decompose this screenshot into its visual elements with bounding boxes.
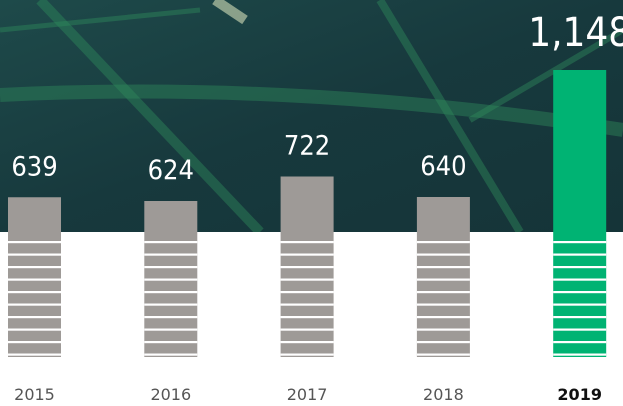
bar [417, 197, 470, 357]
bar-stripe [417, 279, 470, 281]
bar-stripe [8, 291, 61, 293]
bar-stripe [8, 329, 61, 331]
bar-stripe [553, 316, 606, 318]
bar-stripe [281, 316, 334, 318]
bar-stripe [553, 304, 606, 306]
bar-stripe [144, 254, 197, 256]
x-tick-label: 2019 [557, 385, 602, 404]
bar-stripe [144, 354, 197, 356]
chart: 639 2015 624 2016 722 2017 640 2018 1,148 2019 [0, 0, 623, 406]
bar-stripe [417, 291, 470, 293]
bar-stripe [281, 279, 334, 281]
value-label: 640 [420, 151, 466, 182]
bar-stripe [553, 266, 606, 268]
bar-stripe [553, 341, 606, 343]
bar-stripe [417, 254, 470, 256]
bar-stripe [553, 354, 606, 356]
x-tick-label: 2015 [14, 385, 55, 404]
bar-stripe [144, 341, 197, 343]
bar-stripe [281, 329, 334, 331]
bar-stripe [417, 304, 470, 306]
bar-stripe [417, 316, 470, 318]
bar-stripe [417, 266, 470, 268]
bar-stripe [8, 279, 61, 281]
bar-stripe [144, 316, 197, 318]
bar-stripe [553, 329, 606, 331]
bar-stripe [553, 241, 606, 243]
x-tick-label: 2016 [150, 385, 191, 404]
bar-stripe [553, 291, 606, 293]
bar-stripe [281, 241, 334, 243]
bar-stripe [8, 316, 61, 318]
bar-stripe [8, 241, 61, 243]
bar-stripe [144, 279, 197, 281]
bar-stripe [8, 354, 61, 356]
bar-stripe [417, 354, 470, 356]
bar-stripe [8, 341, 61, 343]
bar-stripe [144, 241, 197, 243]
bar-stripe [281, 291, 334, 293]
bar-stripe [144, 304, 197, 306]
bar-stripe [281, 354, 334, 356]
value-label: 722 [284, 131, 330, 162]
bar-stripe [281, 304, 334, 306]
bar-stripe [417, 341, 470, 343]
bar-stripe [144, 266, 197, 268]
bar-stripe [144, 291, 197, 293]
value-label: 624 [148, 155, 194, 186]
bar-stripe [281, 266, 334, 268]
bar-stripe [417, 329, 470, 331]
bar-stripe [417, 241, 470, 243]
x-tick-label: 2018 [423, 385, 464, 404]
bar-stripe [281, 341, 334, 343]
value-label: 639 [11, 151, 57, 182]
bar [8, 197, 61, 357]
bar-stripe [281, 254, 334, 256]
x-tick-label: 2017 [287, 385, 328, 404]
bar-stripe [8, 266, 61, 268]
bar-stripe [8, 304, 61, 306]
bar-stripe [8, 254, 61, 256]
bar-stripe [553, 279, 606, 281]
bar-stripe [553, 254, 606, 256]
value-label: 1,148 [528, 10, 623, 56]
bar [553, 70, 606, 357]
bar-stripe [144, 329, 197, 331]
